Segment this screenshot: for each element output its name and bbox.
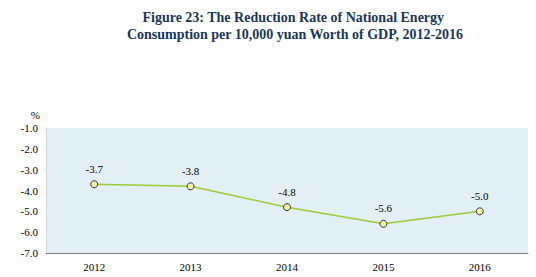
svg-text:2013: 2013	[180, 261, 203, 273]
svg-text:-7.0: -7.0	[21, 247, 39, 259]
svg-text:%: %	[31, 109, 40, 121]
svg-text:2014: 2014	[276, 261, 299, 273]
svg-text:2016: 2016	[469, 261, 492, 273]
svg-text:-5.6: -5.6	[375, 202, 393, 214]
svg-text:Consumption per 10,000 yuan Wo: Consumption per 10,000 yuan Worth of GDP…	[127, 27, 463, 42]
svg-text:-1.0: -1.0	[21, 122, 39, 134]
svg-text:2015: 2015	[372, 261, 395, 273]
svg-text:-5.0: -5.0	[471, 190, 489, 202]
svg-text:-4.0: -4.0	[21, 185, 39, 197]
svg-text:-6.0: -6.0	[21, 226, 39, 238]
svg-text:-5.0: -5.0	[21, 205, 39, 217]
svg-text:-3.8: -3.8	[182, 165, 200, 177]
svg-text:-3.7: -3.7	[85, 163, 103, 175]
svg-text:-3.0: -3.0	[21, 164, 39, 176]
svg-text:-2.0: -2.0	[21, 143, 39, 155]
svg-text:Figure 23: The Reduction Rate: Figure 23: The Reduction Rate of Nationa…	[142, 10, 447, 25]
svg-text:-4.8: -4.8	[278, 186, 296, 198]
svg-text:2012: 2012	[83, 261, 105, 273]
